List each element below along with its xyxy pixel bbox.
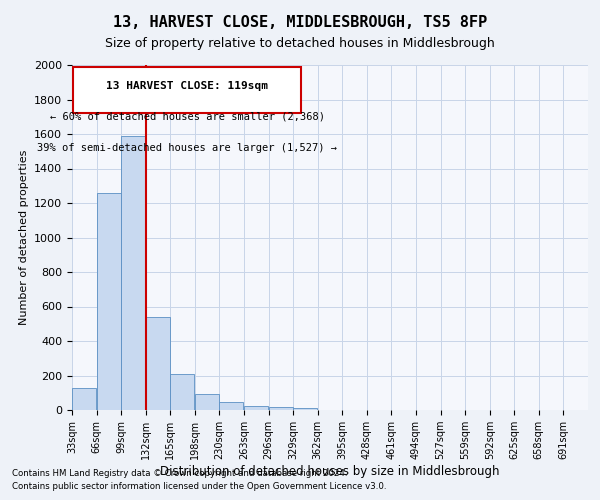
Text: Size of property relative to detached houses in Middlesbrough: Size of property relative to detached ho… [105,38,495,51]
Bar [97,192,121,410]
Bar [220,402,244,410]
Bar [195,394,219,410]
Bar [244,406,268,410]
Text: Contains HM Land Registry data © Crown copyright and database right 2024.: Contains HM Land Registry data © Crown c… [12,468,347,477]
Text: Contains public sector information licensed under the Open Government Licence v3: Contains public sector information licen… [12,482,386,491]
FancyBboxPatch shape [73,66,301,114]
Bar [293,408,317,410]
Text: ← 60% of detached houses are smaller (2,368): ← 60% of detached houses are smaller (2,… [50,112,325,122]
X-axis label: Distribution of detached houses by size in Middlesbrough: Distribution of detached houses by size … [160,465,500,478]
Text: 39% of semi-detached houses are larger (1,527) →: 39% of semi-detached houses are larger (… [37,142,337,152]
Text: 13, HARVEST CLOSE, MIDDLESBROUGH, TS5 8FP: 13, HARVEST CLOSE, MIDDLESBROUGH, TS5 8F… [113,15,487,30]
Text: 13 HARVEST CLOSE: 119sqm: 13 HARVEST CLOSE: 119sqm [106,80,268,90]
Bar [146,317,170,410]
Bar [170,374,194,410]
Bar [72,388,96,410]
Bar [121,136,145,410]
Bar [269,408,293,410]
Y-axis label: Number of detached properties: Number of detached properties [19,150,29,325]
